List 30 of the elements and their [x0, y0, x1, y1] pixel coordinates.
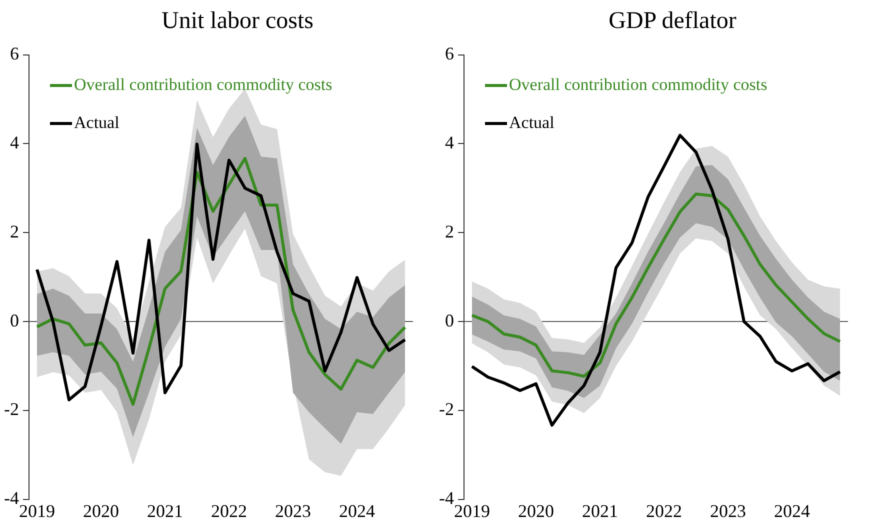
chart-title: GDP deflator — [608, 8, 738, 35]
x-tick-label: 2020 — [82, 500, 119, 521]
x-tick-label: 2022 — [210, 500, 247, 521]
legend-label: Actual — [509, 112, 554, 134]
y-tick-label: -2 — [4, 399, 19, 420]
x-tick-label: 2021 — [146, 500, 183, 521]
y-tick-label: -2 — [438, 399, 454, 420]
y-tick-label: 6 — [10, 44, 19, 64]
chart-title: Unit labor costs — [160, 8, 314, 35]
y-tick-label: 6 — [444, 44, 454, 64]
x-tick-label: 2022 — [646, 500, 682, 521]
x-tick-label: 2023 — [275, 500, 311, 521]
y-tick-label: 2 — [10, 221, 19, 242]
legend-label: Actual — [74, 112, 120, 134]
y-tick-label: -4 — [4, 488, 19, 508]
y-tick-label: 0 — [444, 310, 454, 330]
y-tick-label: 2 — [444, 221, 454, 242]
x-tick-label: 2024 — [339, 500, 375, 521]
y-tick-label: -4 — [438, 488, 454, 508]
x-tick-label: 2021 — [582, 500, 618, 521]
x-tick-label: 2019 — [454, 500, 490, 521]
x-tick-label: 2019 — [18, 500, 55, 521]
y-tick-label: 4 — [10, 132, 19, 152]
x-tick-label: 2024 — [774, 500, 810, 521]
x-tick-label: 2023 — [710, 500, 746, 521]
y-tick-label: 0 — [10, 310, 19, 330]
legend-label: Overall contribution commodity costs — [74, 74, 332, 96]
y-tick-label: 4 — [444, 132, 454, 152]
x-tick-label: 2020 — [518, 500, 554, 521]
legend-label: Overall contribution commodity costs — [509, 74, 768, 96]
